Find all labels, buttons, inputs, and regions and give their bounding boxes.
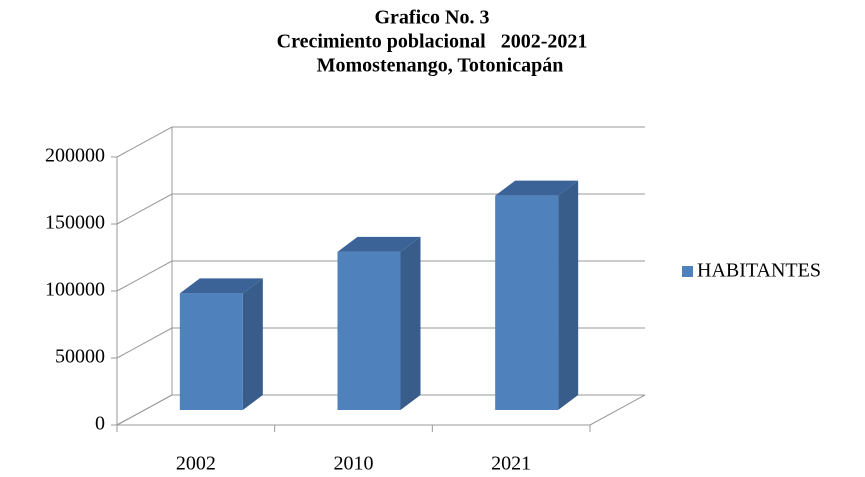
x-tick-label: 2010 — [334, 453, 374, 475]
legend-label: HABITANTES — [697, 260, 821, 282]
bar-top — [495, 180, 579, 196]
chart-title: Momostenango, Totonicapán — [317, 55, 564, 77]
bar — [495, 180, 579, 410]
y-tick-label: 200000 — [45, 145, 105, 167]
bar — [337, 236, 421, 410]
bar-side — [400, 236, 421, 410]
x-tick-label: 2021 — [491, 453, 531, 475]
legend-swatch — [682, 266, 693, 277]
bar-front — [495, 195, 559, 410]
x-tick-label: 2002 — [176, 453, 216, 475]
bar-front — [179, 293, 243, 410]
chart-title: Crecimiento poblacional 2002-2021 — [277, 31, 588, 53]
y-tick-label: 0 — [95, 413, 105, 435]
y-tick-label: 150000 — [45, 212, 105, 234]
bar-front — [337, 251, 401, 410]
bar-side — [558, 180, 579, 410]
grid-line — [116, 126, 173, 158]
bar — [179, 278, 263, 410]
bar-side — [242, 278, 263, 410]
bar-top — [179, 278, 263, 294]
chart-title: Grafico No. 3 — [375, 7, 490, 29]
grid-line — [116, 193, 173, 225]
grid-line — [116, 327, 173, 359]
grid-line — [116, 394, 173, 426]
y-tick-label: 50000 — [55, 346, 105, 368]
y-tick-label: 100000 — [45, 279, 105, 301]
grid-line — [116, 260, 173, 292]
bar-top — [337, 236, 421, 252]
